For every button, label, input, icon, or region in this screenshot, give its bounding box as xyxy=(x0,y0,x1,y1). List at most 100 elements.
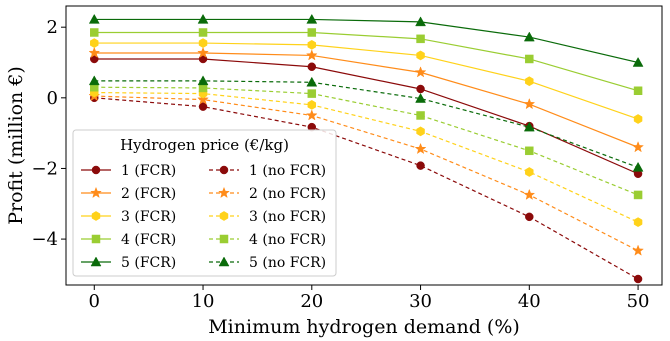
series-1-point-4 xyxy=(416,84,425,94)
series-4-point-2 xyxy=(198,28,208,37)
series-4-point-5 xyxy=(525,54,534,64)
x-tick-label-0: 0 xyxy=(89,291,100,312)
series-8 xyxy=(90,87,643,228)
series-10-point-1 xyxy=(88,75,100,86)
legend-title: Hydrogen price (€/kg) xyxy=(120,136,289,154)
series-9-point-6 xyxy=(633,190,643,200)
y-tick-label-3: 2 xyxy=(47,17,58,38)
y-tick-label-1: −2 xyxy=(31,158,58,179)
legend-label-2: 2 (FCR) xyxy=(121,186,176,202)
x-tick-label-3: 30 xyxy=(409,291,432,312)
series-line-5 xyxy=(94,18,639,64)
series-5-point-2 xyxy=(197,13,209,24)
series-layer xyxy=(88,13,644,284)
series-7-point-4 xyxy=(414,142,427,155)
series-3-point-4 xyxy=(416,50,425,61)
series-4-point-6 xyxy=(633,86,643,96)
series-3 xyxy=(90,38,643,124)
series-line-4 xyxy=(94,31,639,92)
legend-marker-4 xyxy=(91,234,101,244)
series-2-point-2 xyxy=(197,46,209,59)
legend-label-9: 4 (no FCR) xyxy=(249,232,326,248)
series-7-point-5 xyxy=(523,188,536,200)
legend-marker-6 xyxy=(219,165,229,175)
y-axis-label: Profit (million €) xyxy=(5,66,27,225)
series-5-point-6 xyxy=(632,56,644,67)
legend-marker-10 xyxy=(218,256,230,267)
legend-marker-3 xyxy=(91,211,101,221)
legend-entry-10: 5 (no FCR) xyxy=(209,255,326,271)
x-axis-label: Minimum hydrogen demand (%) xyxy=(208,316,520,338)
series-10-point-6 xyxy=(632,161,644,172)
series-2-point-5 xyxy=(523,97,536,110)
legend-label-7: 2 (no FCR) xyxy=(249,186,326,202)
legend-entry-1: 1 (FCR) xyxy=(81,163,176,179)
series-9 xyxy=(90,82,643,200)
series-2-point-4 xyxy=(414,66,427,78)
legend-marker-5 xyxy=(90,256,102,267)
series-7-point-6 xyxy=(632,244,644,256)
series-5-point-4 xyxy=(415,16,426,27)
series-4-point-4 xyxy=(416,34,425,44)
x-tick-label-5: 50 xyxy=(627,291,650,312)
series-8-point-3 xyxy=(307,100,317,110)
x-tick-label-2: 20 xyxy=(300,291,323,312)
legend-marker-2 xyxy=(90,186,102,199)
series-9-point-3 xyxy=(307,89,317,98)
legend-entry-6: 1 (no FCR) xyxy=(209,163,326,179)
legend-label-8: 3 (no FCR) xyxy=(249,209,326,225)
series-5 xyxy=(88,13,644,67)
series-line-7 xyxy=(94,95,639,252)
series-line-8 xyxy=(94,91,639,223)
series-7-point-3 xyxy=(305,109,318,121)
series-4-point-1 xyxy=(90,28,99,37)
series-line-2 xyxy=(94,52,639,148)
y-tick-label-2: 0 xyxy=(47,88,58,109)
legend-label-10: 5 (no FCR) xyxy=(249,255,326,271)
legend-entry-5: 5 (FCR) xyxy=(81,255,176,271)
series-6-point-5 xyxy=(525,212,534,222)
series-1 xyxy=(90,54,643,179)
legend-entry-3: 3 (FCR) xyxy=(81,209,176,225)
series-line-1 xyxy=(94,58,639,175)
x-tick-label-1: 10 xyxy=(192,291,215,312)
series-10-point-3 xyxy=(306,76,318,87)
legend-entry-7: 2 (no FCR) xyxy=(209,186,326,202)
legend-entry-2: 2 (FCR) xyxy=(81,186,176,202)
legend-label-3: 3 (FCR) xyxy=(121,209,176,225)
series-10-point-4 xyxy=(415,93,426,103)
ticks-layer: 0 10 20 30 40 50 −4 −2 0 2 xyxy=(31,17,649,312)
series-1-point-3 xyxy=(307,62,317,71)
series-2-point-6 xyxy=(632,141,644,153)
series-3-point-3 xyxy=(307,39,317,50)
series-2-point-3 xyxy=(305,49,318,61)
series-6-point-4 xyxy=(416,161,425,170)
series-9-point-4 xyxy=(416,111,425,120)
series-9-point-2 xyxy=(198,83,208,93)
series-4-point-3 xyxy=(307,28,317,37)
series-8-point-4 xyxy=(416,126,425,137)
series-5-point-3 xyxy=(306,13,318,24)
series-8-point-6 xyxy=(633,217,643,228)
series-5-point-5 xyxy=(523,31,535,42)
series-3-point-2 xyxy=(198,38,208,48)
legend-label-5: 5 (FCR) xyxy=(121,255,176,271)
legend-box xyxy=(72,129,337,277)
series-line-6 xyxy=(94,97,639,280)
series-2-point-1 xyxy=(88,46,101,59)
legend-marker-9 xyxy=(219,234,229,244)
series-10 xyxy=(88,75,644,172)
legend-marker-7 xyxy=(218,186,230,199)
legend-marker-1 xyxy=(91,165,101,175)
plot-frame xyxy=(65,5,663,286)
series-5-point-1 xyxy=(88,13,100,24)
series-line-3 xyxy=(94,42,639,120)
series-10-point-5 xyxy=(523,121,535,132)
series-8-point-5 xyxy=(525,167,534,177)
series-6-point-6 xyxy=(633,274,643,284)
series-2 xyxy=(88,46,644,153)
series-line-9 xyxy=(94,86,639,196)
legend-entry-9: 4 (no FCR) xyxy=(209,232,326,248)
legend-label-1: 1 (FCR) xyxy=(121,163,176,179)
